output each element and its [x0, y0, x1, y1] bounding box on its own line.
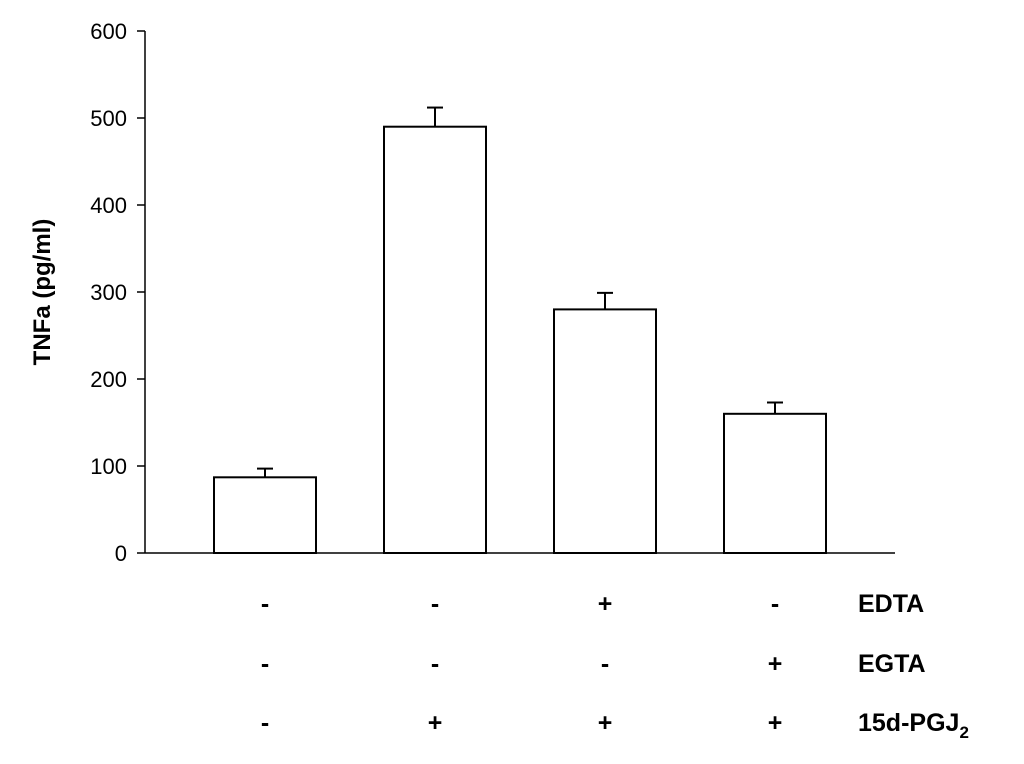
y-axis-title: TNFa (pg/ml)	[29, 219, 56, 366]
bar	[723, 412, 827, 554]
condition-mark: +	[428, 709, 443, 737]
condition-label: 15d-PGJ2	[858, 709, 969, 742]
condition-label-subscript: 2	[959, 723, 968, 742]
bar	[553, 308, 657, 554]
bar-series	[213, 106, 827, 554]
y-tick-label: 0	[115, 541, 127, 566]
y-tick-label: 400	[90, 193, 127, 218]
condition-mark: +	[598, 709, 613, 737]
condition-mark: +	[598, 590, 613, 618]
bar	[383, 125, 487, 554]
condition-mark: -	[431, 650, 439, 678]
y-axis: 0 100 200 300 400 500 600	[90, 19, 146, 566]
condition-label: EGTA	[858, 650, 926, 678]
bar	[213, 476, 317, 554]
condition-mark: -	[261, 590, 269, 618]
condition-mark: -	[431, 590, 439, 618]
condition-mark: +	[768, 709, 783, 737]
y-tick-label: 100	[90, 454, 127, 479]
condition-mark: +	[768, 650, 783, 678]
y-tick-label: 500	[90, 106, 127, 131]
y-tick-label: 600	[90, 19, 127, 44]
y-tick-label: 300	[90, 280, 127, 305]
condition-mark: -	[771, 590, 779, 618]
y-tick-label: 200	[90, 367, 127, 392]
condition-mark: -	[601, 650, 609, 678]
condition-table: - - + - EDTA - - - + EGTA - + + +15d-PGJ2	[261, 590, 969, 742]
condition-mark: -	[261, 709, 269, 737]
condition-mark: -	[261, 650, 269, 678]
condition-label: EDTA	[858, 590, 924, 618]
